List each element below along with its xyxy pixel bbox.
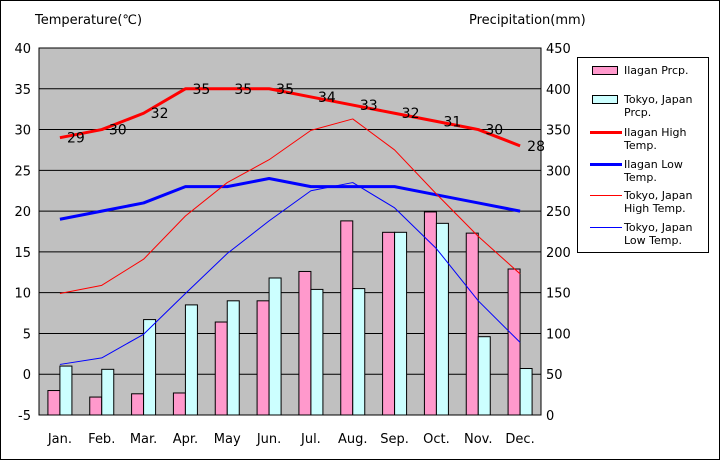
legend-swatch xyxy=(592,66,618,75)
bar-tokyo-prcp xyxy=(477,336,491,416)
left-tick-label: 5 xyxy=(23,327,31,342)
bar-ilagan-prcp xyxy=(89,396,103,416)
bar-ilagan-prcp xyxy=(214,321,228,416)
x-tick-label: Jul. xyxy=(300,432,321,447)
legend: Ilagan Prcp. Tokyo, Japan Prcp. Ilagan Hig… xyxy=(577,57,709,253)
x-tick-label: Nov. xyxy=(464,432,493,447)
bar-tokyo-prcp xyxy=(310,288,324,416)
data-label-ilagan-high: 35 xyxy=(193,82,211,98)
x-tick-label: Jan. xyxy=(47,432,72,447)
bar-tokyo-prcp xyxy=(101,368,115,416)
bar-tokyo-prcp xyxy=(59,365,73,416)
legend-label: Tokyo, Japan High Temp. xyxy=(624,189,693,215)
line-tokyo-high xyxy=(59,118,521,294)
right-tick-label: 0 xyxy=(546,409,554,424)
data-label-ilagan-high: 34 xyxy=(318,90,336,106)
left-tick-label: 40 xyxy=(14,42,31,57)
legend-label: Ilagan High Temp. xyxy=(624,126,687,152)
bar-ilagan-prcp xyxy=(47,390,61,416)
bar-ilagan-prcp xyxy=(298,270,312,416)
legend-swatch xyxy=(590,162,622,166)
legend-label: Ilagan Low Temp. xyxy=(624,158,683,184)
left-tick-label: 30 xyxy=(14,124,31,139)
left-tick-label: 35 xyxy=(14,83,31,98)
x-tick-label: Apr. xyxy=(173,432,198,447)
right-axis-title: Precipitation(mm) xyxy=(469,13,586,28)
bar-tokyo-prcp xyxy=(519,368,533,416)
right-tick-label: 400 xyxy=(546,83,571,98)
bar-ilagan-prcp xyxy=(507,268,521,416)
bar-tokyo-prcp xyxy=(143,319,157,416)
right-tick-label: 300 xyxy=(546,164,571,179)
left-tick-label: 15 xyxy=(14,246,31,261)
left-tick-label: 0 xyxy=(23,368,31,383)
x-tick-label: Feb. xyxy=(88,432,115,447)
bar-ilagan-prcp xyxy=(465,232,479,416)
legend-swatch xyxy=(590,194,622,196)
x-tick-label: May xyxy=(214,432,241,447)
data-label-ilagan-high: 30 xyxy=(485,123,503,139)
right-tick-label: 100 xyxy=(546,327,571,342)
right-tick-label: 200 xyxy=(546,246,571,261)
data-label-ilagan-high: 35 xyxy=(234,82,252,98)
x-tick-label: Jun. xyxy=(256,432,281,447)
line-ilagan-high xyxy=(59,87,521,148)
right-tick-label: 150 xyxy=(546,287,571,302)
line-tokyo-low xyxy=(59,182,521,365)
data-label-ilagan-high: 35 xyxy=(276,82,294,98)
bar-ilagan-prcp xyxy=(340,220,354,416)
x-tick-label: Aug. xyxy=(338,432,368,447)
left-axis-title: Temperature(℃) xyxy=(35,13,143,28)
bar-ilagan-prcp xyxy=(172,392,186,416)
data-label-ilagan-high: 33 xyxy=(360,98,378,114)
left-tick-label: 10 xyxy=(14,287,31,302)
legend-label: Ilagan Prcp. xyxy=(624,64,689,77)
data-label-ilagan-high: 32 xyxy=(402,106,420,122)
bar-tokyo-prcp xyxy=(435,222,449,416)
data-label-ilagan-high: 28 xyxy=(527,139,545,155)
right-tick-label: 350 xyxy=(546,124,571,139)
legend-label: Tokyo, Japan Prcp. xyxy=(624,93,693,119)
x-tick-label: Sep. xyxy=(380,432,409,447)
legend-label: Tokyo, Japan Low Temp. xyxy=(624,221,693,247)
bar-ilagan-prcp xyxy=(256,300,270,416)
bar-tokyo-prcp xyxy=(352,288,366,416)
bar-tokyo-prcp xyxy=(226,300,240,416)
data-label-ilagan-high: 29 xyxy=(67,131,85,147)
x-tick-label: Oct. xyxy=(423,432,450,447)
data-label-ilagan-high: 32 xyxy=(151,106,169,122)
data-label-ilagan-high: 30 xyxy=(109,123,127,139)
line-ilagan-low xyxy=(59,176,521,221)
legend-swatch xyxy=(590,130,622,134)
bar-ilagan-prcp xyxy=(382,231,396,416)
left-tick-label: 20 xyxy=(14,205,31,220)
plot-area xyxy=(38,47,542,416)
bar-ilagan-prcp xyxy=(131,393,145,416)
legend-swatch xyxy=(592,95,618,104)
data-label-ilagan-high: 31 xyxy=(444,114,462,130)
left-tick-label: -5 xyxy=(18,409,31,424)
left-tick-label: 25 xyxy=(14,164,31,179)
right-tick-label: 250 xyxy=(546,205,571,220)
right-tick-label: 50 xyxy=(546,368,563,383)
x-tick-label: Dec. xyxy=(505,432,534,447)
bar-tokyo-prcp xyxy=(184,304,198,416)
right-tick-label: 450 xyxy=(546,42,571,57)
x-tick-label: Mar. xyxy=(130,432,157,447)
bar-tokyo-prcp xyxy=(268,277,282,416)
legend-swatch xyxy=(590,226,622,228)
bar-tokyo-prcp xyxy=(394,231,408,416)
